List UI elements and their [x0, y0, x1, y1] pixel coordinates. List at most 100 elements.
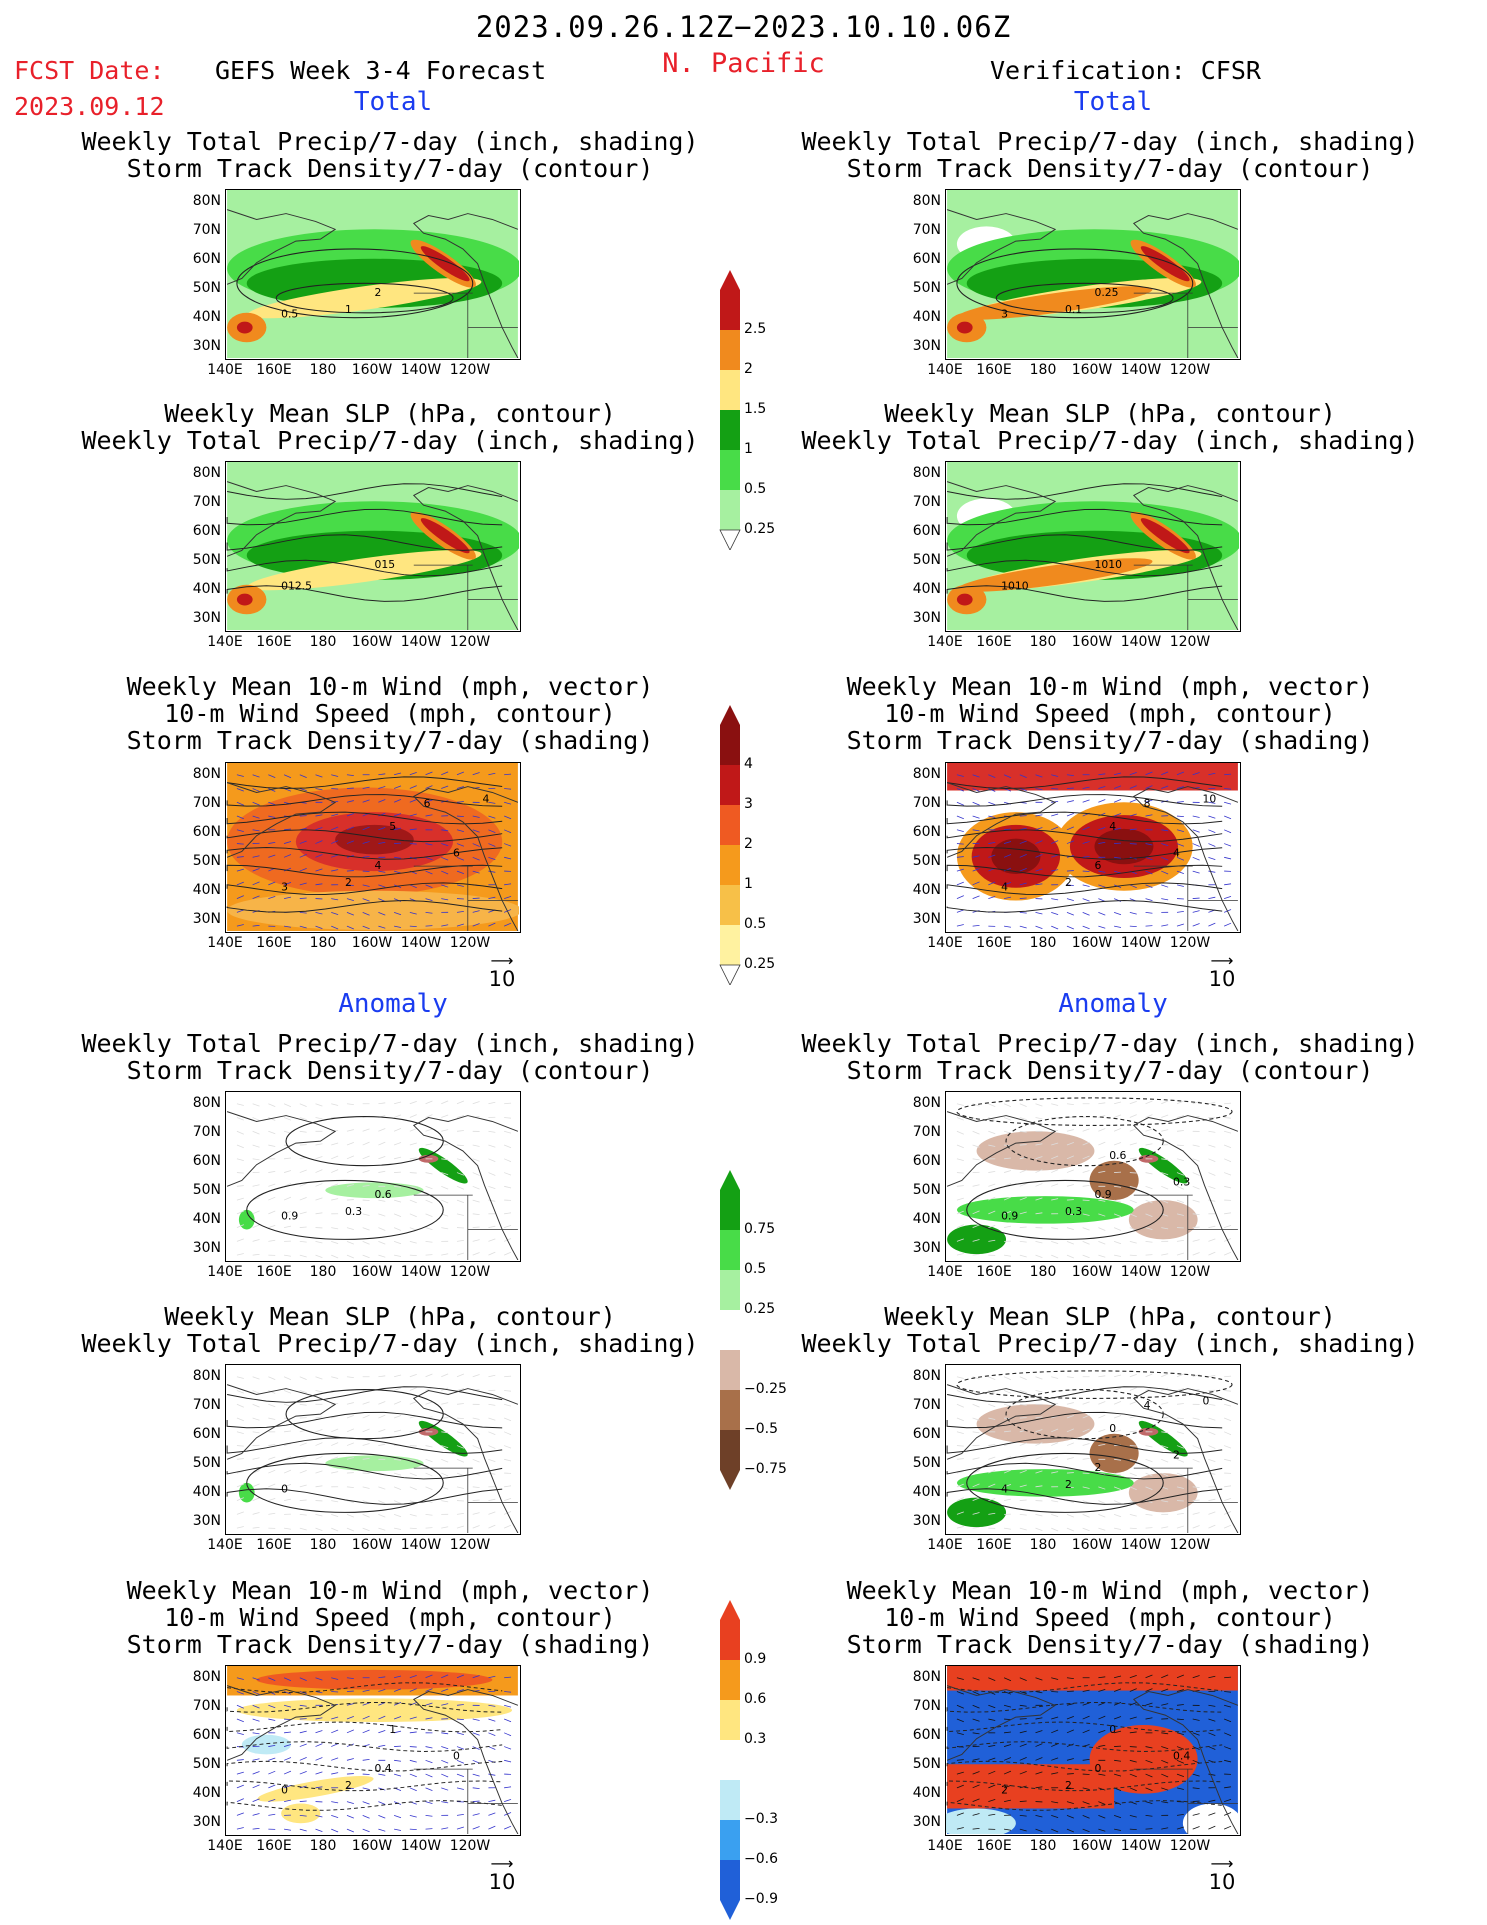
wind-vector — [1145, 785, 1153, 789]
lon-tick: 160E — [976, 935, 1012, 951]
wind-vector — [1113, 785, 1122, 789]
wind-vector — [1192, 1445, 1200, 1449]
wind-vector — [268, 1403, 276, 1408]
wind-vector — [1161, 1458, 1169, 1463]
wind-vector — [346, 1729, 354, 1734]
wind-vector — [1208, 1458, 1216, 1463]
contour-label: 2 — [374, 286, 381, 299]
wind-vector — [472, 1800, 480, 1802]
wind-vector — [1082, 1513, 1090, 1518]
wind-vector — [1019, 1117, 1027, 1121]
section-total-forecast: Total — [353, 87, 433, 117]
wind-vector — [331, 1757, 339, 1761]
anomaly-contour — [246, 1179, 444, 1240]
lat-tick: 50N — [192, 552, 221, 568]
lon-tick: 140W — [1120, 1537, 1162, 1553]
contour-label: 0 — [1109, 1723, 1116, 1736]
wind-vector — [1129, 1185, 1137, 1189]
wind-vector — [1082, 1486, 1090, 1489]
wind-vector — [956, 1238, 964, 1242]
shading-precip-west-max — [236, 321, 253, 334]
wind-vector — [1051, 1513, 1059, 1518]
wind-vector — [315, 1197, 323, 1201]
wind-vector — [956, 856, 964, 858]
wind-vector — [378, 1730, 386, 1734]
wind-vector — [1098, 1375, 1106, 1378]
wind-vector — [1019, 840, 1027, 844]
colorbar-segment — [720, 1740, 740, 1780]
wind-vector — [1129, 1458, 1137, 1462]
wind-vector — [378, 1513, 386, 1518]
wind-vector — [1019, 911, 1027, 914]
wind-vector — [1223, 1732, 1232, 1737]
wind-vector — [1192, 1813, 1200, 1816]
wind-vector — [972, 1718, 980, 1722]
wind-vector — [488, 1458, 496, 1463]
wind-anomaly-contour — [226, 1701, 503, 1713]
wind-vector — [394, 1429, 402, 1433]
wind-vector — [283, 1376, 292, 1381]
lat-tick: 50N — [912, 1455, 941, 1471]
wind-vector — [1035, 1814, 1043, 1818]
wind-anomaly-contour — [946, 1721, 1223, 1733]
wind-vector — [1161, 1674, 1169, 1679]
wind-vector — [988, 1183, 996, 1187]
wind-vector — [488, 1130, 496, 1133]
wind-speed-contour — [226, 847, 503, 860]
wind-vector — [504, 801, 512, 805]
wind-vector — [346, 1773, 354, 1775]
wind-vector — [1019, 1169, 1027, 1173]
fcst-date-label: FCST Date: — [14, 56, 165, 85]
lon-tick: 120W — [1169, 1264, 1211, 1280]
wind-vector — [956, 1376, 964, 1379]
lat-tick: 50N — [192, 1756, 221, 1772]
wind-vector — [394, 1185, 402, 1188]
wind-vector — [441, 1199, 449, 1204]
slp-contour — [946, 508, 1223, 526]
contour-label: 015 — [374, 558, 395, 571]
wind-vector — [299, 1456, 307, 1460]
wind-vector — [331, 1198, 339, 1201]
wind-vector — [1145, 1513, 1153, 1516]
wind-vector — [1161, 785, 1169, 789]
lat-tick: 70N — [192, 222, 221, 238]
wind-vector — [456, 1472, 465, 1477]
wind-vector — [504, 883, 512, 886]
wind-vector — [972, 1470, 980, 1474]
wind-vector — [1066, 1787, 1074, 1790]
contour-label: 2 — [345, 876, 352, 889]
wind-vector — [956, 1224, 964, 1228]
wind-vector — [1051, 1757, 1059, 1761]
wind-vector — [1019, 1130, 1027, 1133]
shading-wet-anomaly-west — [238, 1209, 255, 1230]
wind-vector — [1192, 1458, 1200, 1463]
wind-vector — [283, 1784, 292, 1789]
wind-vector — [472, 1732, 480, 1736]
title-v-total-wind: Weekly Mean 10-m Wind (mph, vector) 10-m… — [760, 673, 1460, 754]
wind-vector — [956, 1704, 964, 1709]
wind-vector — [409, 1472, 417, 1477]
coastline-north-america — [1132, 1115, 1239, 1260]
wind-vector — [394, 1527, 402, 1530]
wind-vector — [441, 1158, 449, 1161]
wind-vector — [488, 1431, 496, 1436]
wind-vector — [252, 1470, 260, 1474]
wind-vector — [425, 771, 433, 776]
wind-vector — [331, 1772, 339, 1775]
wind-vector — [409, 1688, 417, 1692]
lat-tick: 80N — [912, 1368, 941, 1384]
wind-vector — [268, 1443, 276, 1446]
title-line: Weekly Total Precip/7-day (inch, shading… — [801, 1329, 1419, 1358]
wind-vector — [503, 1251, 512, 1256]
lon-tick: 120W — [1169, 1838, 1211, 1854]
wind-vector — [1208, 870, 1216, 873]
shading-dry-anomaly — [976, 1131, 1095, 1171]
wind-vector — [1098, 925, 1106, 929]
wind-vector — [1161, 1253, 1169, 1256]
wind-vector — [456, 1704, 464, 1706]
wind-speed-contour — [946, 847, 1223, 860]
wind-vector — [378, 799, 386, 803]
wind-vector — [456, 1144, 464, 1147]
title-line: Weekly Mean 10-m Wind (mph, vector) — [846, 1576, 1374, 1605]
wind-vector — [1176, 1388, 1184, 1391]
